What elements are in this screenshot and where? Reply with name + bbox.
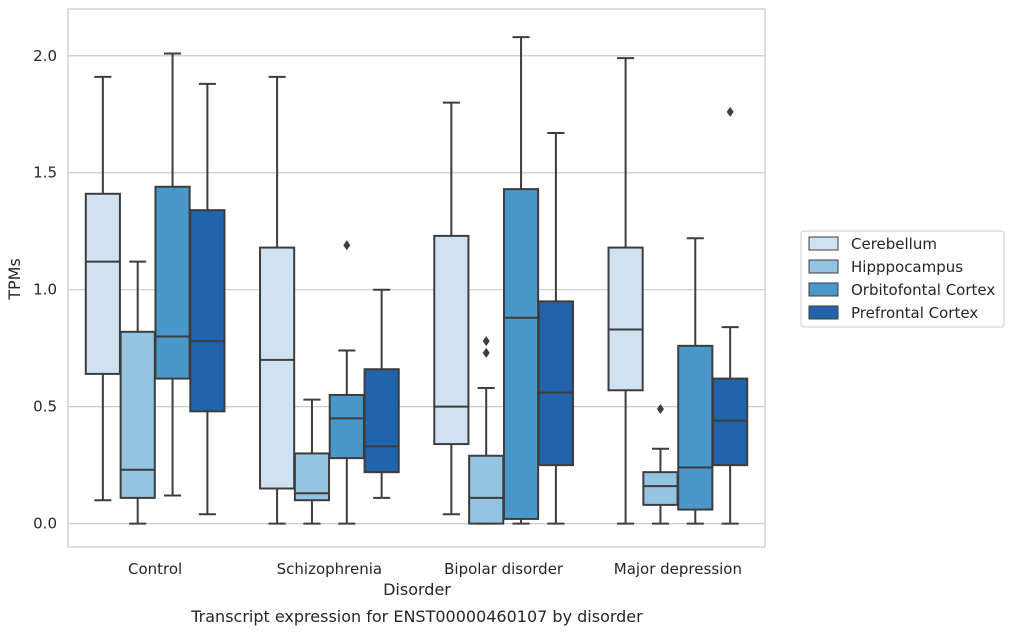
legend-swatch [808,282,839,297]
legend-label: Cerebellum [851,235,937,253]
box-iqr [363,368,400,474]
box-iqr [712,377,749,467]
legend: Cerebellum Hipppocampus Orbitofontal Corte… [800,230,1005,328]
y-tick-labels: 0.0 0.5 1.0 1.5 2.0 [33,47,57,533]
box-iqr [119,330,156,499]
x-tick-labels: Control Schizophrenia Bipolar disorder Majo… [128,560,742,578]
legend-frame [800,230,1005,328]
x-axis-label: Disorder [383,580,451,599]
box-orbitofontal-cortex [502,36,540,525]
box-iqr [677,344,714,511]
y-tick-label: 0.0 [33,515,57,533]
box-prefrontal-cortex [189,82,226,516]
box-series-group [84,36,749,525]
box-hipppocampus [293,398,331,525]
box-iqr [84,192,121,375]
box-iqr [189,209,226,413]
outlier-point [482,347,490,358]
box-hipppocampus [642,403,679,525]
y-tick-label: 1.0 [33,281,57,299]
y-tick-label: 1.5 [33,164,57,182]
box-cerebellum [433,101,470,516]
box-prefrontal-cortex [363,288,400,499]
box-orbitofontal-cortex [328,240,365,525]
box-prefrontal-cortex [712,106,749,525]
legend-label: Hipppocampus [851,258,963,276]
box-cerebellum [84,75,121,502]
box-cerebellum [607,57,644,525]
x-tick-label: Control [128,560,182,578]
legend-label: Prefrontal Cortex [851,304,978,322]
y-axis-label: TPMs [5,258,24,301]
legend-swatch [808,236,839,251]
x-tick-label: Schizophrenia [277,560,382,578]
outlier-point [482,336,490,347]
legend-swatch [808,259,839,274]
box-orbitofontal-cortex [677,237,714,525]
legend-label: Orbitofontal Cortex [851,281,995,299]
box-iqr [607,246,644,392]
outlier-point [726,106,734,117]
box-prefrontal-cortex [537,131,574,525]
x-tick-label: Major depression [614,560,742,578]
y-tick-label: 2.0 [33,47,57,65]
box-iqr [502,188,540,520]
box-iqr [642,471,679,506]
box-hipppocampus [468,336,505,525]
legend-swatch [808,305,839,320]
y-tick-label: 0.5 [33,398,57,416]
box-cerebellum [259,75,296,525]
box-iqr [154,185,191,380]
box-orbitofontal-cortex [154,52,191,497]
box-iqr [259,246,296,490]
box-iqr [433,234,470,446]
box-hipppocampus [119,260,156,525]
box-iqr [537,300,574,467]
outlier-point [656,403,664,414]
x-tick-label: Bipolar disorder [444,560,564,578]
box-iqr [468,454,505,525]
chart-caption: Transcript expression for ENST0000046010… [190,607,643,626]
outlier-point [343,240,351,251]
box-iqr [328,393,365,460]
plot-area-frame [67,8,766,548]
